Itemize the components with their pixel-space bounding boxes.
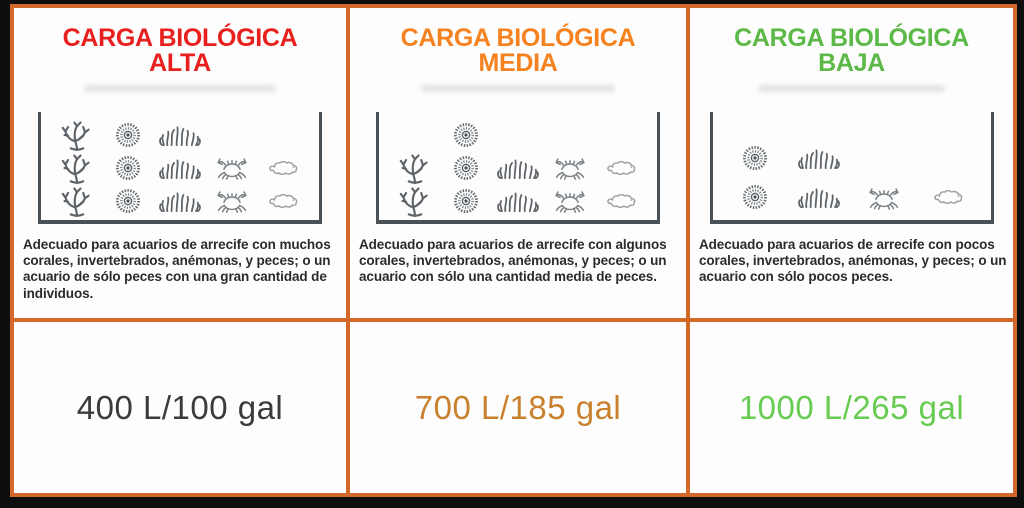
panel-carga-media: CARGA BIOLÓGICA MEDIA Adecuado para acua…	[350, 8, 686, 318]
tank-slot	[257, 184, 309, 217]
aquarium-tank-media	[376, 112, 660, 224]
description-alta: Adecuado para acuarios de arrecife con m…	[23, 237, 331, 301]
tank-slot	[154, 151, 206, 184]
tank-slot-empty	[544, 118, 596, 151]
description-media: Adecuado para acuarios de arrecife con a…	[359, 237, 667, 285]
tank-slot-empty	[492, 118, 544, 151]
crab-icon	[214, 155, 250, 180]
tank-slot-empty	[595, 118, 647, 151]
tank-slot	[154, 118, 206, 151]
title-carga-baja: CARGA BIOLÓGICA BAJA	[690, 26, 1013, 76]
bush-coral-icon	[496, 190, 540, 212]
tank-slot-empty	[257, 118, 309, 151]
fish-icon	[268, 159, 299, 177]
disc-coral-icon	[115, 155, 141, 181]
disc-coral-icon	[453, 188, 479, 214]
tank-slot	[916, 178, 981, 218]
bush-coral-icon	[496, 157, 540, 179]
tank-slot	[389, 184, 441, 217]
panel-carga-alta: CARGA BIOLÓGICA ALTA Adecuado para acuar…	[14, 8, 346, 318]
title-ghost-smudge	[83, 85, 277, 92]
tank-slot	[154, 184, 206, 217]
title-line2: ALTA	[149, 49, 211, 77]
disc-coral-icon	[742, 145, 768, 171]
fish-icon	[606, 192, 637, 210]
tank-slot	[544, 184, 596, 217]
tank-slot	[206, 151, 258, 184]
tank-slot-empty	[389, 118, 441, 151]
aquarium-tank-baja	[709, 112, 994, 224]
tank-slot	[206, 184, 258, 217]
title-line1: CARGA BIOLÓGICA	[62, 24, 298, 52]
tank-slot	[492, 151, 544, 184]
panel-carga-baja: CARGA BIOLÓGICA BAJA Adecuado para acuar…	[690, 8, 1013, 318]
description-baja: Adecuado para acuarios de arrecife con p…	[699, 237, 1007, 285]
tank-slot-empty	[206, 118, 258, 151]
tank-slot	[492, 184, 544, 217]
tank-slot	[103, 151, 155, 184]
tank-slot	[257, 151, 309, 184]
tank-slot-empty	[916, 138, 981, 178]
bush-coral-icon	[797, 186, 841, 208]
fish-icon	[933, 188, 964, 206]
disc-coral-icon	[453, 122, 479, 148]
tank-slot-empty	[852, 138, 917, 178]
tank-slot	[852, 178, 917, 218]
tank-slot	[103, 118, 155, 151]
tank-slot	[441, 118, 493, 151]
tank-slot	[787, 178, 852, 218]
tank-slot	[595, 151, 647, 184]
disc-coral-icon	[453, 155, 479, 181]
aquarium-tank-alta	[38, 112, 322, 224]
tank-slot	[544, 151, 596, 184]
fish-icon	[268, 192, 299, 210]
tank-slot	[51, 184, 103, 217]
tank-slot	[723, 138, 788, 178]
tank-slot	[51, 118, 103, 151]
title-line1: CARGA BIOLÓGICA	[734, 24, 969, 52]
bush-coral-icon	[158, 124, 202, 146]
crab-icon	[552, 155, 588, 180]
title-line2: MEDIA	[478, 49, 558, 77]
crab-icon	[214, 188, 250, 213]
disc-coral-icon	[115, 122, 141, 148]
crab-icon	[866, 185, 902, 210]
tank-slot	[441, 184, 493, 217]
volume-alta: 400 L/100 gal	[14, 322, 346, 493]
branching-coral-icon	[397, 152, 433, 184]
disc-coral-icon	[742, 184, 768, 210]
volume-baja: 1000 L/265 gal	[690, 322, 1013, 493]
bush-coral-icon	[158, 190, 202, 212]
branching-coral-icon	[397, 185, 433, 217]
title-line1: CARGA BIOLÓGICA	[400, 24, 636, 52]
volume-media: 700 L/185 gal	[350, 322, 686, 493]
title-line2: BAJA	[818, 49, 885, 77]
title-carga-media: CARGA BIOLÓGICA MEDIA	[350, 26, 686, 76]
title-ghost-smudge	[757, 85, 946, 92]
infographic-frame: CARGA BIOLÓGICA ALTA Adecuado para acuar…	[10, 4, 1017, 497]
tank-slot	[787, 138, 852, 178]
bush-coral-icon	[797, 147, 841, 169]
title-carga-alta: CARGA BIOLÓGICA ALTA	[14, 26, 346, 76]
branching-coral-icon	[59, 152, 95, 184]
tank-slot	[389, 151, 441, 184]
title-ghost-smudge	[420, 85, 616, 92]
tank-slot	[103, 184, 155, 217]
branching-coral-icon	[59, 185, 95, 217]
tank-slot	[51, 151, 103, 184]
tank-slot	[595, 184, 647, 217]
crab-icon	[552, 188, 588, 213]
bush-coral-icon	[158, 157, 202, 179]
tank-slot	[723, 178, 788, 218]
tank-slot	[441, 151, 493, 184]
branching-coral-icon	[59, 119, 95, 151]
fish-icon	[606, 159, 637, 177]
disc-coral-icon	[115, 188, 141, 214]
